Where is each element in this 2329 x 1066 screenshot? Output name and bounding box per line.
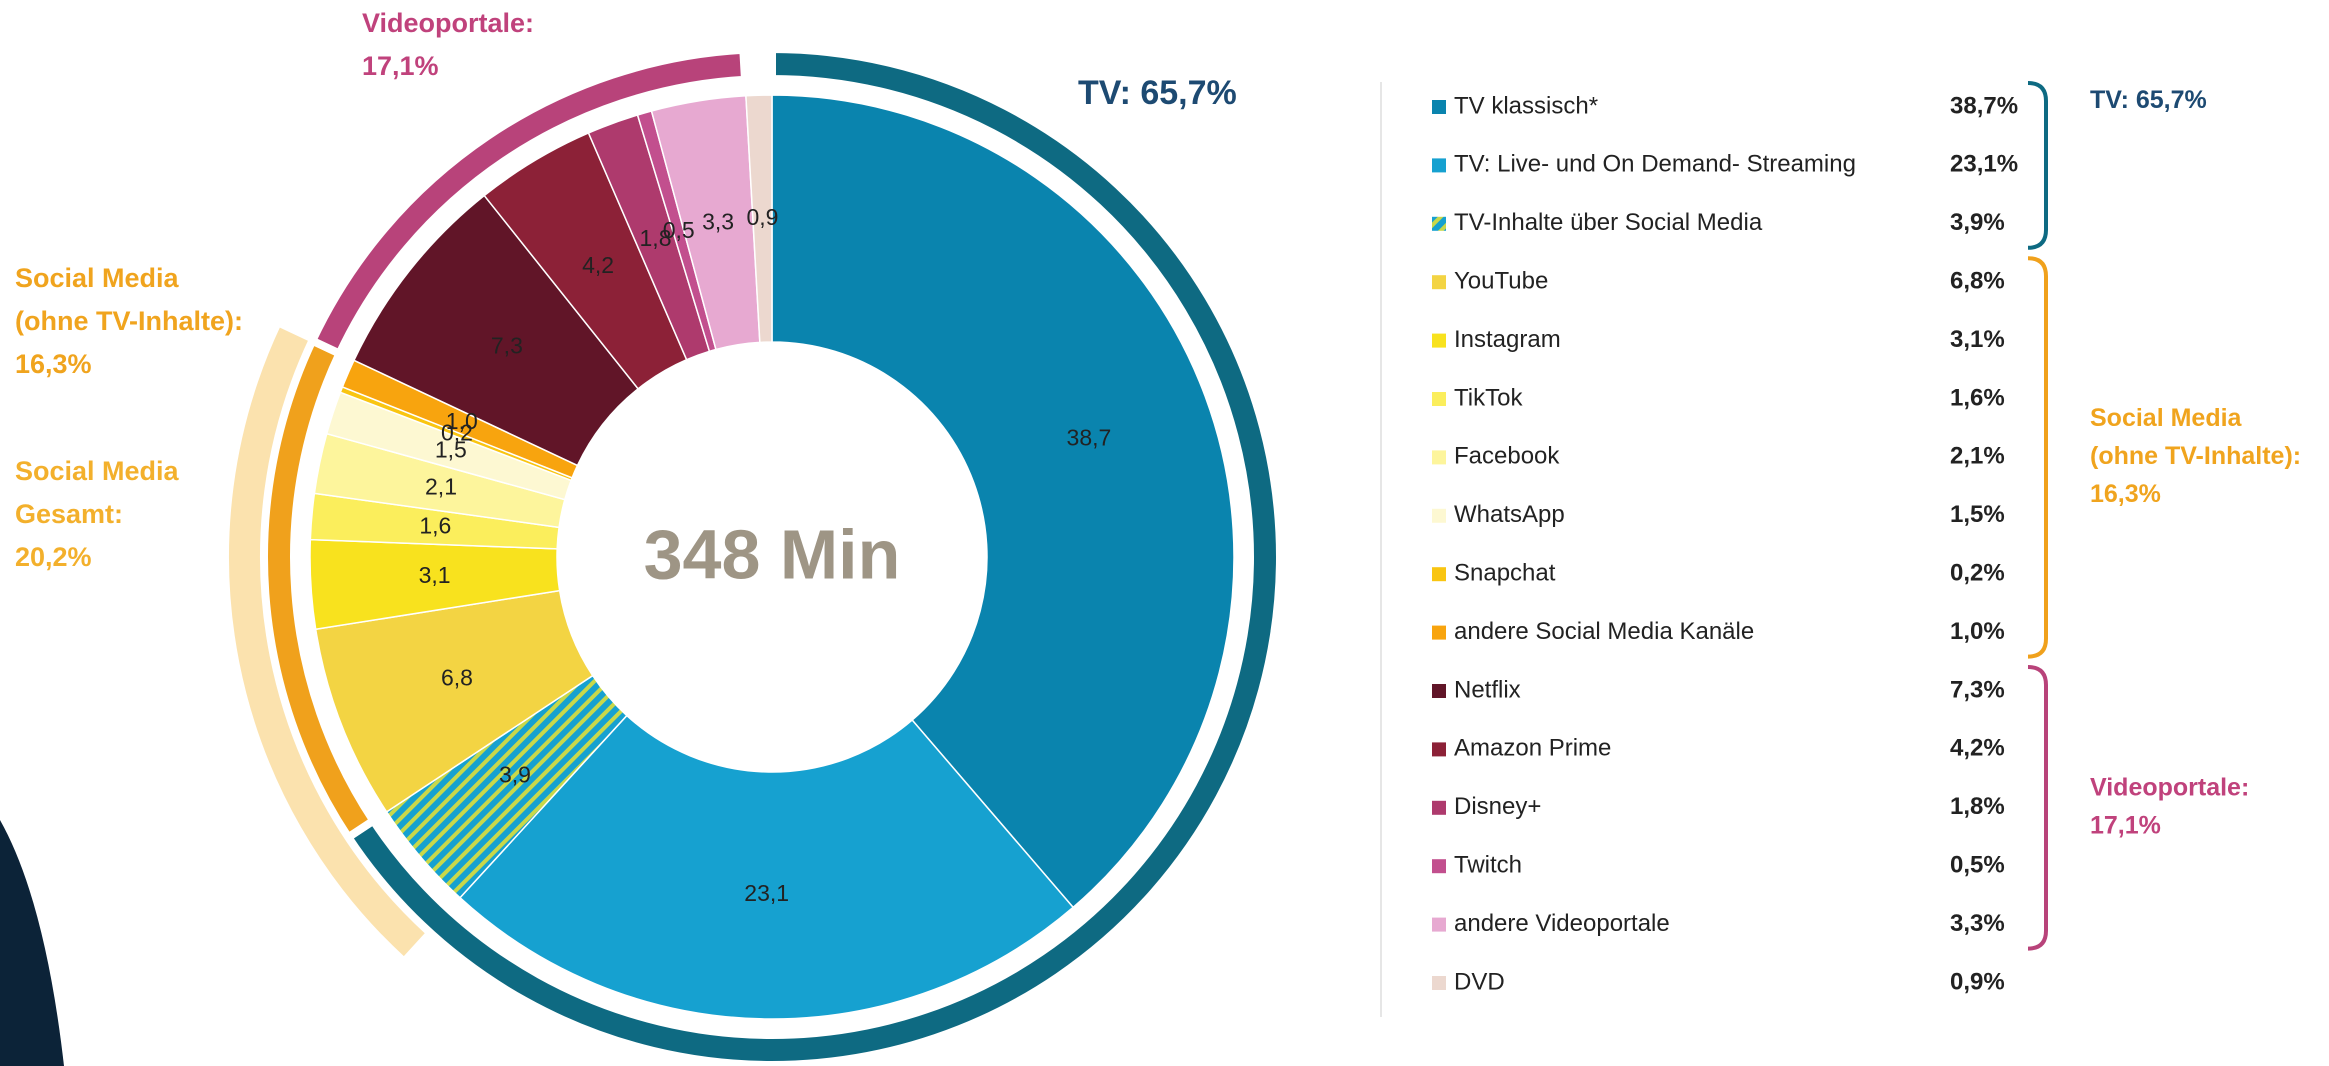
legend-value: 3,1% (1950, 326, 2005, 353)
legend-label: Facebook (1454, 443, 1560, 470)
legend-marker (1432, 742, 1446, 756)
legend-value: 1,6% (1950, 384, 2005, 411)
legend-value: 3,3% (1950, 910, 2005, 937)
legend-marker (1432, 509, 1446, 523)
segment-label: 7,3 (491, 332, 523, 358)
group-label: TV: 65,7% (1078, 74, 1237, 112)
legend-marker (1432, 450, 1446, 464)
group-label: 16,3% (15, 349, 92, 379)
center-label: 348 Min (644, 515, 901, 593)
legend-marker (1432, 334, 1446, 348)
group-label: Videoportale: (2090, 773, 2249, 801)
legend-label: YouTube (1454, 268, 1548, 295)
legend-label: andere Videoportale (1454, 910, 1670, 937)
legend-label: Instagram (1454, 326, 1561, 353)
legend-label: TV klassisch* (1454, 92, 1598, 119)
legend-marker (1432, 918, 1446, 932)
legend-marker (1432, 392, 1446, 406)
legend-value: 6,8% (1950, 268, 2005, 295)
legend-marker (1432, 626, 1446, 640)
legend-value: 23,1% (1950, 151, 2018, 178)
legend-value: 0,9% (1950, 968, 2005, 995)
group-bracket (2028, 258, 2046, 656)
legend-value: 38,7% (1950, 92, 2018, 119)
legend-marker (1432, 275, 1446, 289)
legend-marker (1432, 158, 1446, 172)
segment-label: 3,1 (419, 562, 451, 588)
legend-value: 0,2% (1950, 560, 2005, 587)
legend-value: 1,0% (1950, 618, 2005, 645)
legend-marker (1432, 100, 1446, 114)
group-label: 16,3% (2090, 480, 2161, 508)
legend-value: 0,5% (1950, 852, 2005, 879)
group-label: 20,2% (15, 542, 92, 572)
segment-label: 4,2 (582, 252, 614, 278)
group-label: Social Media (15, 456, 180, 486)
legend-label: WhatsApp (1454, 501, 1565, 528)
background-decoration (0, 820, 64, 1066)
legend-label: TV: Live- und On Demand- Streaming (1454, 151, 1856, 178)
segment-label: 0,9 (746, 204, 778, 230)
chart: 348 Min 38,723,13,96,83,11,62,11,50,21,0… (0, 0, 2329, 1066)
legend-label: Twitch (1454, 852, 1522, 879)
group-label: 17,1% (362, 51, 439, 81)
legend-marker (1432, 859, 1446, 873)
group-label: Social Media (15, 263, 180, 293)
group-bracket (2028, 667, 2046, 949)
legend-label: Snapchat (1454, 560, 1556, 587)
segment-label: 1,6 (419, 512, 451, 538)
legend-label: TikTok (1454, 384, 1523, 411)
legend-label: Netflix (1454, 676, 1521, 703)
segment-label: 3,9 (499, 762, 531, 788)
legend-marker (1432, 567, 1446, 581)
legend-value: 1,8% (1950, 793, 2005, 820)
segment-label: 1,0 (446, 408, 478, 434)
segment-label: 2,1 (425, 474, 457, 500)
legend-label: andere Social Media Kanäle (1454, 618, 1754, 645)
segment-label: 3,3 (702, 208, 734, 234)
segment-label: 0,5 (663, 217, 695, 243)
legend-value: 2,1% (1950, 443, 2005, 470)
group-label: Social Media (2090, 404, 2243, 432)
legend-marker (1432, 684, 1446, 698)
legend-marker (1432, 217, 1446, 231)
legend-value: 3,9% (1950, 209, 2005, 236)
group-label: (ohne TV-Inhalte): (2090, 442, 2301, 470)
group-bracket (2028, 83, 2046, 248)
segment-label: 38,7 (1067, 425, 1112, 451)
legend-label: TV-Inhalte über Social Media (1454, 209, 1763, 236)
legend-label: DVD (1454, 968, 1505, 995)
legend-marker (1432, 976, 1446, 990)
group-label: Gesamt: (15, 499, 123, 529)
segment-label: 6,8 (441, 665, 473, 691)
group-label: 17,1% (2090, 811, 2161, 839)
group-label: Videoportale: (362, 8, 534, 38)
legend-value: 1,5% (1950, 501, 2005, 528)
legend-label: Disney+ (1454, 793, 1541, 820)
group-label: TV: 65,7% (2090, 86, 2207, 114)
legend-value: 7,3% (1950, 676, 2005, 703)
legend-marker (1432, 801, 1446, 815)
legend-value: 4,2% (1950, 735, 2005, 762)
legend-label: Amazon Prime (1454, 735, 1611, 762)
segment-label: 23,1 (744, 880, 789, 906)
group-label: (ohne TV-Inhalte): (15, 306, 243, 336)
